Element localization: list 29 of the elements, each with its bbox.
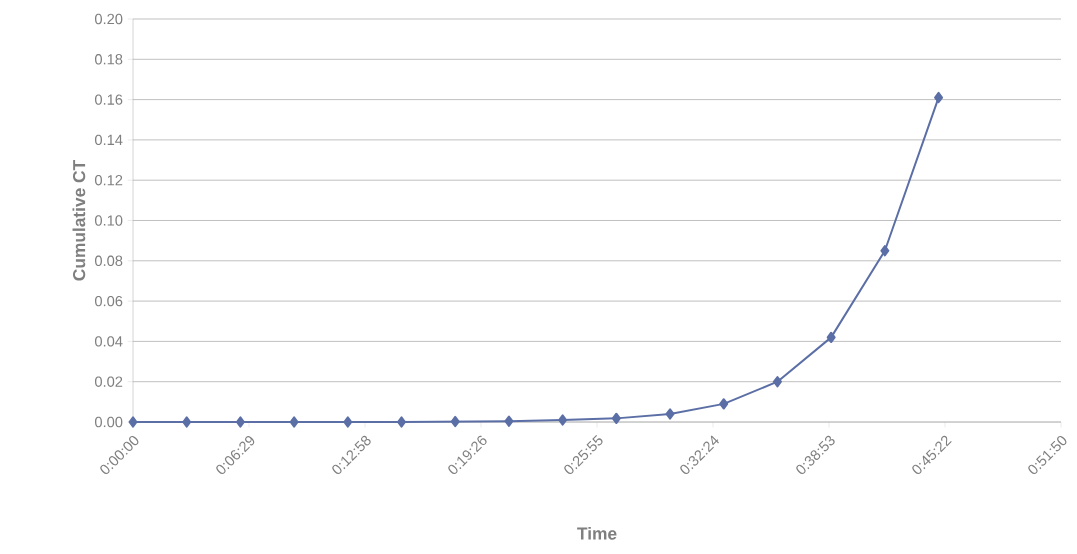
- y-tick-label: 0.08: [94, 255, 123, 266]
- point: [128, 416, 138, 428]
- x-axis-title: Time: [577, 526, 617, 540]
- y-tick-label: 0.12: [94, 175, 123, 186]
- point: [772, 376, 782, 388]
- point: [235, 416, 245, 428]
- point: [719, 398, 729, 410]
- y-tick-label: 0.06: [94, 295, 123, 307]
- point: [397, 416, 407, 428]
- y-tick-label: 0.18: [94, 54, 123, 65]
- y-axis-title: Cumulative CT: [72, 160, 86, 281]
- point: [934, 91, 944, 104]
- point: [558, 414, 568, 426]
- y-tick-label: 0.14: [94, 134, 123, 146]
- y-tick-label: 0.00: [94, 416, 123, 428]
- point: [504, 415, 514, 427]
- point: [450, 415, 460, 428]
- point: [343, 416, 353, 428]
- point: [289, 416, 299, 428]
- point: [665, 408, 675, 420]
- point: [611, 412, 621, 425]
- y-tick-label: 0.16: [94, 94, 123, 105]
- y-tick-label: 0.10: [94, 215, 123, 226]
- y-tick-label: 0.20: [94, 13, 123, 25]
- point: [826, 331, 836, 344]
- point: [182, 416, 192, 428]
- point: [880, 245, 890, 257]
- y-tick-label: 0.02: [94, 376, 123, 387]
- y-tick-label: 0.04: [94, 336, 123, 347]
